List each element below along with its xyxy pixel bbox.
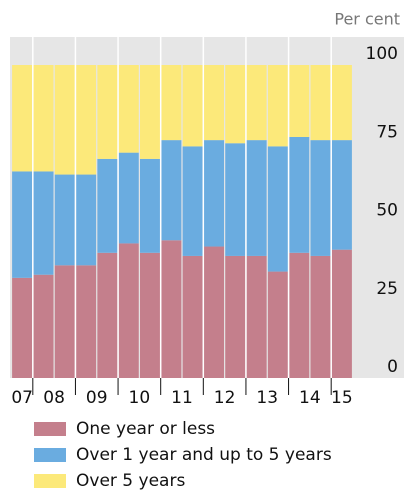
bar-segment (139, 65, 161, 159)
bar-segment (33, 65, 54, 172)
bar-segment (267, 146, 288, 272)
bar-segment (246, 65, 267, 141)
bar-segment (203, 246, 225, 378)
bar-segment (139, 252, 161, 378)
bar-segment (182, 255, 203, 378)
bar-segment (225, 143, 246, 256)
bar-segment (182, 146, 203, 256)
legend-label: One year or less (76, 419, 215, 439)
bar-segment (203, 140, 225, 247)
bar-segment (118, 65, 139, 153)
x-tick-label: 13 (256, 388, 278, 408)
x-tick-label: 07 (11, 388, 33, 408)
bar-segment (246, 140, 267, 256)
bar-segment (76, 65, 97, 175)
bar-segment (182, 65, 203, 147)
x-tick-label: 08 (43, 388, 65, 408)
bar-segment (76, 265, 97, 378)
bar-segment (12, 65, 33, 172)
x-tick-label: 09 (86, 388, 108, 408)
bar-segment (310, 65, 331, 141)
bar-segment (310, 140, 331, 256)
bar-segment (97, 158, 118, 253)
bar-segment (33, 171, 54, 275)
bar-segment (161, 140, 182, 241)
bar-segment (161, 65, 182, 141)
bar-segment (331, 65, 352, 141)
bar-segment (289, 252, 310, 378)
y-tick-label: 50 (376, 201, 398, 221)
x-tick-label: 14 (299, 388, 321, 408)
legend-label: Over 1 year and up to 5 years (76, 445, 332, 465)
y-tick-label: 0 (387, 357, 398, 377)
x-tick-label: 11 (171, 388, 193, 408)
legend-swatch (34, 448, 66, 462)
bar-segment (54, 65, 75, 175)
bar-segment (161, 240, 182, 378)
bar-segment (267, 271, 288, 378)
bar-segment (203, 65, 225, 141)
y-tick-label: 25 (376, 279, 398, 299)
bar-segment (97, 65, 118, 159)
bar-segment (54, 265, 75, 378)
legend-label: Over 5 years (76, 471, 185, 491)
x-tick-label: 12 (214, 388, 236, 408)
bar-segment (331, 140, 352, 250)
bar-segment (331, 249, 352, 378)
bar-segment (139, 158, 161, 253)
bar-segment (118, 243, 139, 378)
bar-segment (267, 65, 288, 147)
y-tick-label: 75 (376, 122, 398, 142)
bar-segment (54, 174, 75, 266)
bar-segment (12, 171, 33, 278)
bar-segment (225, 65, 246, 144)
bar-segment (118, 152, 139, 244)
bar-segment (289, 65, 310, 137)
bar-segment (246, 255, 267, 378)
bar-segment (289, 136, 310, 253)
bar-segment (12, 277, 33, 378)
unit-label: Per cent (334, 10, 400, 29)
bar-segment (76, 174, 97, 266)
bar-segment (225, 255, 246, 378)
bar-segment (33, 274, 54, 378)
bar-segment (97, 252, 118, 378)
x-tick-label: 10 (129, 388, 151, 408)
y-tick-label: 100 (366, 44, 398, 64)
bar-segment (310, 255, 331, 378)
legend-swatch (34, 474, 66, 488)
legend-swatch (34, 422, 66, 436)
x-tick-label: 15 (331, 388, 353, 408)
